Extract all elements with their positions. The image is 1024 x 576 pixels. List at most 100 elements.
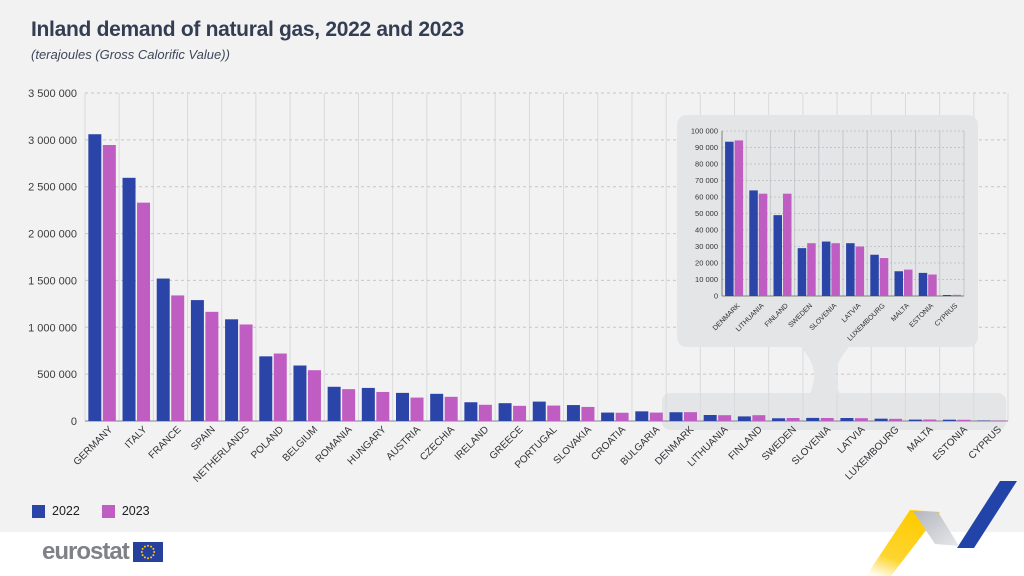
bar-greece-2023[interactable] (513, 405, 527, 421)
inset-bar-malta-2022[interactable] (894, 271, 904, 296)
x-tick-label: AUSTRIA (384, 424, 423, 463)
bar-czechia-2022[interactable] (430, 393, 444, 421)
eu-star-icon (141, 547, 144, 550)
legend-item-2022[interactable]: 2022 (32, 504, 80, 518)
inset-bar-finland-2023[interactable] (783, 193, 792, 296)
inset-y-tick-label: 100 000 (691, 127, 718, 136)
bar-france-2023[interactable] (171, 295, 185, 421)
bar-ireland-2023[interactable] (478, 404, 492, 421)
bar-netherlands-2023[interactable] (239, 324, 253, 421)
bar-sweden-2022[interactable] (772, 418, 786, 421)
inset-bar-latvia-2023[interactable] (855, 246, 865, 297)
inset-bar-denmark-2023[interactable] (734, 140, 744, 296)
bar-slovenia-2022[interactable] (806, 417, 820, 421)
eu-flag-icon (132, 542, 163, 562)
inset-bar-luxembourg-2022[interactable] (870, 254, 879, 296)
inset-bar-sweden-2023[interactable] (807, 243, 816, 296)
bar-italy-2023[interactable] (137, 202, 151, 421)
bar-belgium-2022[interactable] (293, 365, 307, 421)
bar-slovakia-2022[interactable] (566, 405, 580, 421)
inset-bar-slovenia-2022[interactable] (821, 241, 831, 296)
bar-portugal-2022[interactable] (532, 401, 546, 421)
inset-bar-estonia-2023[interactable] (928, 274, 937, 296)
bar-portugal-2023[interactable] (547, 405, 561, 421)
inset-bar-lithuania-2022[interactable] (749, 190, 758, 296)
inset-bar-lithuania-2023[interactable] (758, 193, 768, 296)
bar-luxembourg-2023[interactable] (889, 418, 903, 421)
bar-bulgaria-2022[interactable] (635, 411, 649, 421)
bar-greece-2022[interactable] (498, 403, 512, 421)
bar-belgium-2023[interactable] (307, 370, 321, 421)
bar-austria-2022[interactable] (396, 392, 410, 421)
x-tick-label: FRANCE (147, 424, 184, 461)
ribbon-yellow-stroke (866, 510, 940, 576)
bar-sweden-2023[interactable] (786, 418, 800, 421)
inset-bar-latvia-2022[interactable] (846, 243, 855, 296)
bar-luxembourg-2022[interactable] (874, 418, 888, 421)
x-tick-label: GERMANY (72, 424, 116, 468)
bar-latvia-2023[interactable] (854, 418, 868, 421)
bar-spain-2022[interactable] (190, 300, 204, 421)
bar-croatia-2022[interactable] (601, 412, 615, 421)
inset-y-tick-label: 20 000 (695, 259, 718, 268)
bar-slovakia-2023[interactable] (581, 406, 595, 421)
bar-germany-2022[interactable] (88, 134, 102, 422)
inset-highlight-band (662, 393, 1006, 430)
x-tick-label: ITALY (123, 424, 150, 451)
bar-poland-2022[interactable] (259, 356, 273, 421)
bar-poland-2023[interactable] (273, 353, 287, 421)
inset-y-tick-label: 40 000 (695, 226, 718, 235)
ribbon-gray-fold (913, 511, 959, 546)
ribbon-blue-stroke (957, 481, 1017, 548)
inset-bar-denmark-2022[interactable] (725, 141, 734, 296)
eu-star-icon (143, 545, 146, 548)
bar-estonia-2023[interactable] (957, 419, 971, 421)
bar-malta-2022[interactable] (908, 419, 922, 421)
bar-denmark-2023[interactable] (683, 412, 697, 421)
bar-lithuania-2022[interactable] (703, 415, 717, 421)
bar-hungary-2023[interactable] (376, 391, 390, 421)
bar-malta-2023[interactable] (923, 419, 937, 422)
bar-italy-2022[interactable] (122, 177, 136, 421)
y-tick-label: 1 000 000 (28, 322, 77, 334)
bar-romania-2023[interactable] (342, 389, 356, 421)
bar-denmark-2022[interactable] (669, 412, 683, 421)
bar-lithuania-2023[interactable] (718, 415, 732, 421)
bar-spain-2023[interactable] (205, 311, 219, 421)
footer: eurostat (0, 532, 1024, 576)
bar-slovenia-2023[interactable] (820, 418, 834, 421)
eurostat-logo[interactable]: eurostat (42, 540, 163, 564)
x-tick-label: SPAIN (189, 424, 217, 452)
chart-title: Inland demand of natural gas, 2022 and 2… (31, 18, 464, 41)
eurostat-logo-text: eurostat (42, 538, 130, 565)
y-tick-label: 1 500 000 (28, 275, 77, 287)
legend-label-2023: 2023 (121, 504, 150, 518)
bar-czechia-2023[interactable] (444, 396, 458, 421)
inset-bar-cyprus-2023[interactable] (952, 294, 961, 296)
bar-bulgaria-2023[interactable] (649, 412, 663, 421)
bar-hungary-2022[interactable] (361, 387, 375, 421)
bar-ireland-2022[interactable] (464, 402, 478, 421)
bar-france-2022[interactable] (156, 278, 170, 421)
inset-bar-sweden-2022[interactable] (797, 248, 807, 296)
bar-netherlands-2022[interactable] (225, 319, 239, 421)
inset-bar-finland-2022[interactable] (773, 215, 783, 296)
bar-estonia-2022[interactable] (942, 419, 956, 421)
legend-swatch-2023-icon (101, 504, 115, 518)
inset-bar-slovenia-2023[interactable] (831, 243, 840, 296)
inset-y-tick-label: 30 000 (695, 242, 718, 251)
bar-latvia-2022[interactable] (840, 418, 854, 421)
inset-y-tick-label: 80 000 (695, 160, 718, 169)
y-tick-label: 2 000 000 (28, 229, 77, 241)
inset-bar-luxembourg-2023[interactable] (879, 258, 889, 296)
bar-finland-2022[interactable] (737, 416, 751, 421)
bar-germany-2023[interactable] (102, 145, 116, 421)
bar-finland-2023[interactable] (752, 415, 766, 421)
inset-bar-cyprus-2022[interactable] (942, 295, 952, 296)
bar-austria-2023[interactable] (410, 397, 424, 421)
inset-bar-malta-2023[interactable] (904, 269, 913, 296)
bar-croatia-2023[interactable] (615, 412, 629, 421)
legend-item-2023[interactable]: 2023 (101, 504, 150, 518)
inset-bar-estonia-2022[interactable] (918, 272, 928, 296)
bar-romania-2022[interactable] (327, 386, 341, 421)
